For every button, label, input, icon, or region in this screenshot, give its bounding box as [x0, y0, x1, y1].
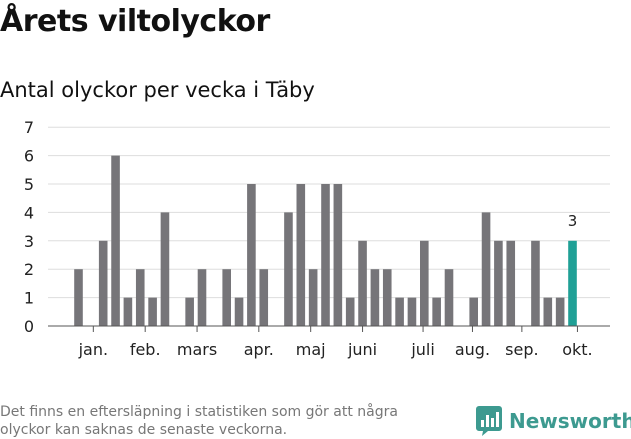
bar [222, 269, 231, 326]
x-tick-label: feb. [130, 340, 161, 359]
bar [135, 269, 145, 326]
y-tick-label: 1 [24, 289, 34, 308]
bar [321, 184, 330, 326]
x-tick-label: maj [296, 340, 326, 359]
x-tick-label: juni [347, 340, 377, 359]
bar-highlight [568, 240, 577, 326]
bar [444, 269, 454, 326]
x-tick-label: jan. [78, 340, 108, 359]
bar [382, 269, 392, 326]
bar [407, 297, 417, 326]
y-axis-ticks: 0 1 2 3 4 5 6 7 [24, 118, 34, 336]
x-axis: jan. feb. mars apr. maj juni juli aug. sep. okt. [48, 325, 610, 359]
bars [74, 155, 577, 326]
bar [74, 269, 83, 326]
y-tick-label: 4 [24, 203, 34, 222]
y-tick-label: 6 [24, 147, 34, 166]
chart-subtitle: Antal olyckor per vecka i Täby [0, 78, 315, 102]
newsworthy-logo-text: Newsworthy [509, 409, 631, 433]
bar [358, 240, 367, 326]
bar [543, 297, 553, 326]
bar [259, 269, 269, 326]
newsworthy-logo-icon [476, 406, 502, 436]
chart-title: Årets viltolyckor [0, 4, 270, 39]
data-label-last-week: 3 [568, 212, 578, 230]
y-tick-label: 0 [24, 317, 34, 336]
footnote: Det finns en eftersläpning i statistiken… [0, 404, 398, 438]
bar [197, 269, 207, 326]
bar [98, 240, 108, 326]
bar [395, 297, 404, 326]
bar [420, 240, 429, 326]
bar [555, 297, 565, 326]
bar [234, 297, 244, 326]
bar-chart: 0 1 2 3 4 5 6 7 jan. feb. mars apr. maj juni juli aug.… [24, 118, 610, 359]
bar [185, 297, 194, 326]
bar [284, 212, 293, 326]
x-tick-label: mars [177, 340, 217, 359]
y-tick-label: 3 [24, 232, 34, 251]
bar [308, 269, 318, 326]
bar [296, 184, 306, 326]
bar [111, 155, 120, 326]
y-tick-label: 7 [24, 118, 34, 137]
newsworthy-logo[interactable]: Newsworthy [476, 406, 631, 436]
bar [432, 297, 441, 326]
x-tick-label: apr. [244, 340, 274, 359]
x-tick-label: okt. [562, 340, 592, 359]
bar [148, 297, 157, 326]
x-tick-label: juli [410, 340, 434, 359]
x-tick-label: aug. [455, 340, 490, 359]
bar [481, 212, 491, 326]
bar [506, 240, 516, 326]
bar [160, 212, 170, 326]
bar [123, 297, 133, 326]
bar [531, 240, 540, 326]
bar [333, 184, 343, 326]
bar [247, 184, 256, 326]
annotations: 3 [568, 212, 578, 230]
y-tick-label: 5 [24, 175, 34, 194]
x-tick-label: sep. [505, 340, 538, 359]
bar [469, 297, 478, 326]
y-tick-label: 2 [24, 260, 34, 279]
bar [494, 240, 503, 326]
bar [370, 269, 380, 326]
bar [345, 297, 355, 326]
